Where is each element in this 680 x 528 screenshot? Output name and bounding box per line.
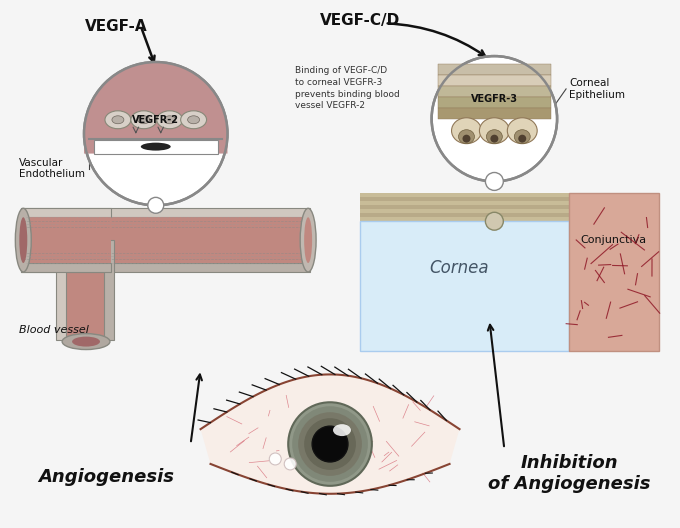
Text: Inhibition
of Angiogenesis: Inhibition of Angiogenesis: [488, 455, 650, 493]
Ellipse shape: [490, 135, 498, 143]
Text: Corneal
Epithelium: Corneal Epithelium: [569, 78, 625, 100]
Ellipse shape: [19, 217, 27, 263]
Circle shape: [298, 412, 362, 476]
Ellipse shape: [452, 118, 481, 144]
Bar: [104, 240, 114, 340]
Bar: [63, 240, 107, 340]
Text: VEGF-A: VEGF-A: [84, 20, 148, 34]
Text: VEGFR-3: VEGFR-3: [471, 94, 518, 104]
Bar: [438, 108, 551, 119]
Bar: [569, 193, 659, 351]
Bar: [21, 263, 310, 272]
Ellipse shape: [131, 111, 157, 129]
Circle shape: [148, 197, 164, 213]
Ellipse shape: [514, 130, 530, 144]
Circle shape: [304, 418, 356, 470]
Ellipse shape: [62, 334, 110, 350]
Circle shape: [284, 458, 296, 470]
Text: VEGF-C/D: VEGF-C/D: [320, 13, 400, 29]
Ellipse shape: [157, 111, 183, 129]
Ellipse shape: [518, 135, 526, 143]
Ellipse shape: [507, 118, 537, 144]
Polygon shape: [201, 374, 460, 494]
Ellipse shape: [462, 135, 471, 143]
Bar: [21, 263, 111, 272]
Bar: [360, 205, 659, 209]
Circle shape: [486, 212, 503, 230]
Text: Blood vessel: Blood vessel: [19, 325, 89, 335]
Text: VEGFR-2: VEGFR-2: [132, 115, 180, 125]
Ellipse shape: [188, 116, 199, 124]
Bar: [89, 104, 222, 139]
Bar: [438, 64, 551, 75]
Ellipse shape: [304, 217, 312, 263]
Bar: [94, 140, 218, 154]
Ellipse shape: [300, 208, 316, 272]
Circle shape: [432, 56, 557, 182]
Bar: [56, 240, 66, 340]
Ellipse shape: [141, 143, 171, 150]
Polygon shape: [84, 62, 228, 154]
Bar: [360, 201, 659, 205]
Bar: [360, 213, 659, 217]
Ellipse shape: [138, 116, 150, 124]
Text: Angiogenesis: Angiogenesis: [38, 468, 174, 486]
Circle shape: [292, 406, 368, 482]
Text: Vascular
Endothelium: Vascular Endothelium: [19, 158, 85, 180]
Bar: [360, 197, 659, 201]
Ellipse shape: [112, 116, 124, 124]
Bar: [21, 217, 310, 263]
Ellipse shape: [458, 130, 475, 144]
Circle shape: [288, 402, 372, 486]
Circle shape: [486, 173, 503, 191]
Bar: [438, 86, 551, 97]
Ellipse shape: [479, 118, 509, 144]
Bar: [360, 209, 659, 213]
Bar: [360, 221, 569, 351]
Ellipse shape: [333, 424, 351, 436]
Bar: [438, 97, 551, 108]
Circle shape: [84, 62, 228, 205]
Ellipse shape: [16, 208, 31, 272]
Text: Conjunctiva: Conjunctiva: [581, 235, 647, 245]
Bar: [360, 217, 659, 221]
Ellipse shape: [72, 337, 100, 346]
Ellipse shape: [164, 116, 175, 124]
Bar: [360, 193, 659, 197]
Circle shape: [312, 426, 348, 462]
Ellipse shape: [105, 111, 131, 129]
Circle shape: [269, 453, 282, 465]
Ellipse shape: [181, 111, 207, 129]
Bar: [438, 75, 551, 86]
Ellipse shape: [486, 130, 503, 144]
Text: Binding of VEGF-C/D
to corneal VEGFR-3
prevents binding blood
vessel VEGFR-2: Binding of VEGF-C/D to corneal VEGFR-3 p…: [295, 66, 400, 110]
Bar: [21, 217, 111, 263]
Bar: [21, 208, 310, 217]
Bar: [21, 208, 111, 217]
Text: Cornea: Cornea: [430, 259, 490, 277]
